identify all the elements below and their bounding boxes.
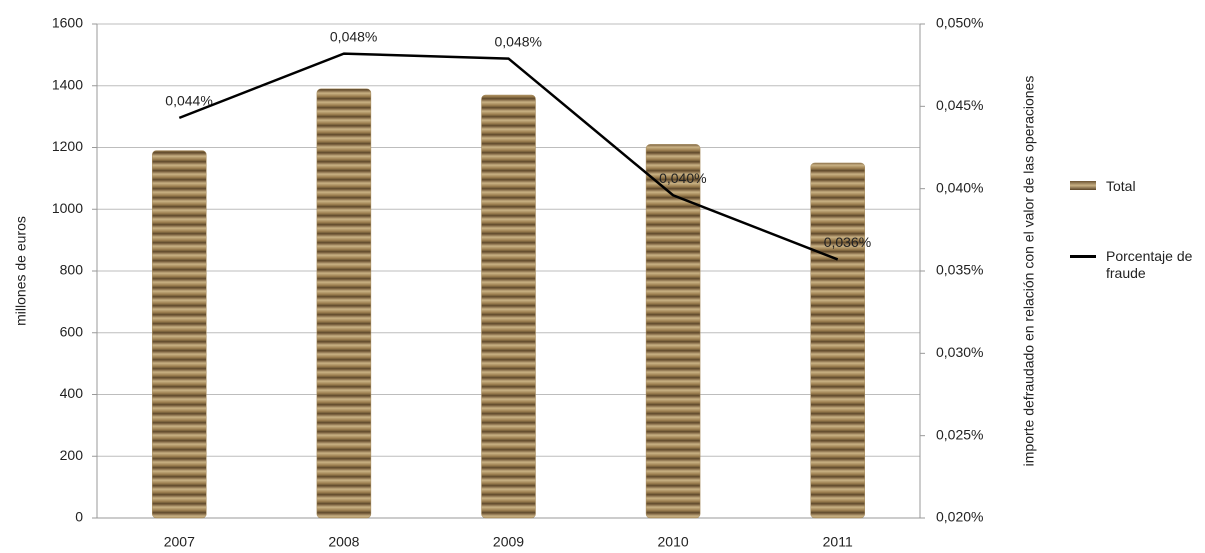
y-tick-label: 1200 <box>52 138 83 154</box>
bar <box>481 94 536 519</box>
legend-label: Porcentaje de fraude <box>1106 248 1193 281</box>
y-tick-label: 800 <box>60 262 84 278</box>
line <box>178 52 839 261</box>
data-label: 0,048% <box>330 28 377 44</box>
legend-item: Porcentaje de fraude <box>1070 248 1205 282</box>
y-tick-label: 0 <box>75 509 83 525</box>
y2-tick-label: 0,020% <box>936 509 983 525</box>
legend-label: Total <box>1106 178 1136 194</box>
y2-axis-label: importe defraudado en relación con el va… <box>1021 76 1037 467</box>
y-tick-label: 400 <box>60 385 84 401</box>
y2-tick-label: 0,040% <box>936 179 983 195</box>
data-label: 0,036% <box>824 234 871 250</box>
legend-item: Total <box>1070 178 1205 195</box>
data-label: 0,048% <box>495 33 542 49</box>
bar <box>810 162 865 519</box>
x-tick-label: 2011 <box>823 534 853 550</box>
legend-swatch <box>1070 181 1096 190</box>
y2-tick-label: 0,050% <box>936 15 983 31</box>
y2-tick-label: 0,045% <box>936 97 983 113</box>
y2-tick-label: 0,030% <box>936 344 983 360</box>
x-tick-label: 2007 <box>164 534 195 550</box>
data-label: 0,044% <box>165 93 212 109</box>
bar <box>152 150 207 519</box>
bar <box>316 88 372 519</box>
x-tick-label: 2010 <box>658 534 689 550</box>
y-tick-label: 1000 <box>52 200 83 216</box>
y-tick-label: 1400 <box>52 76 83 92</box>
x-tick-label: 2008 <box>328 534 359 550</box>
y-axis-label: millones de euros <box>13 216 29 326</box>
y2-tick-label: 0,025% <box>936 426 983 442</box>
y2-tick-label: 0,035% <box>936 262 983 278</box>
data-label: 0,040% <box>659 170 706 186</box>
y-tick-label: 600 <box>60 323 84 339</box>
bar <box>645 144 701 519</box>
x-tick-label: 2009 <box>493 534 524 550</box>
y-tick-label: 200 <box>60 447 84 463</box>
legend-swatch <box>1070 255 1096 258</box>
y-tick-label: 1600 <box>52 15 83 31</box>
